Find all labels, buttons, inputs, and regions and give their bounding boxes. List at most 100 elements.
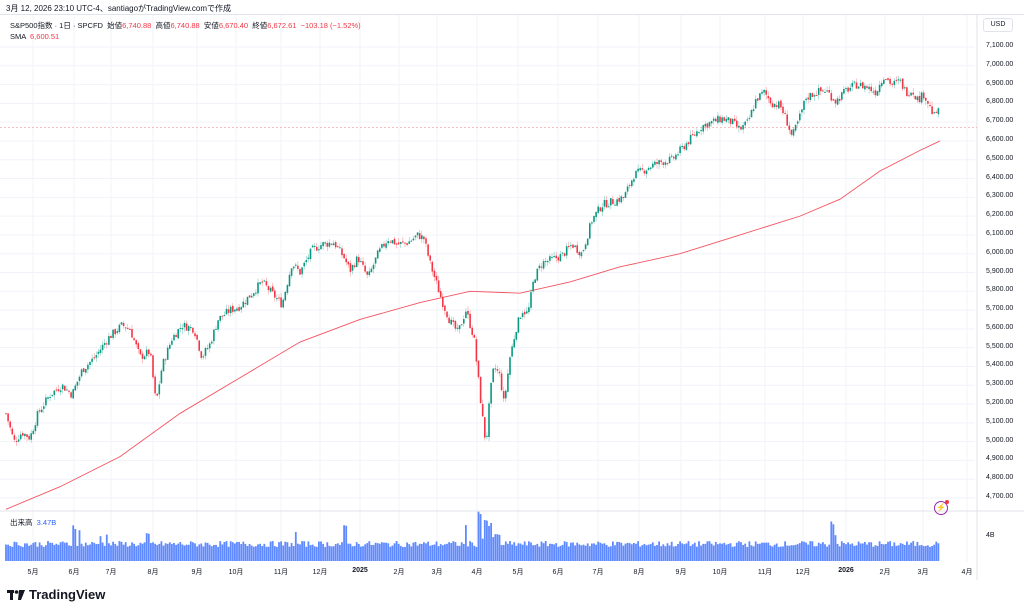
time-tick: 2月 xyxy=(879,569,891,576)
candle-body xyxy=(479,376,482,404)
candle-body xyxy=(442,296,444,307)
volume-label[interactable]: 出来高 xyxy=(10,518,33,527)
candle-body xyxy=(463,319,465,324)
volume-bar xyxy=(80,543,83,561)
price-tick: 6,600.00 xyxy=(986,135,1014,143)
volume-bar xyxy=(412,542,415,561)
volume-bar xyxy=(221,544,224,561)
candle-body xyxy=(704,123,707,127)
candle-body xyxy=(652,163,654,168)
volume-bar xyxy=(931,545,933,561)
volume-bar xyxy=(656,545,658,561)
price-tick: 7,000.00 xyxy=(986,60,1014,68)
candle-body xyxy=(229,306,232,314)
volume-bar xyxy=(30,544,33,561)
tradingview-logo[interactable]: TradingView xyxy=(7,587,105,602)
candle-body xyxy=(303,262,305,267)
candle-body xyxy=(752,109,755,111)
volume-bar xyxy=(454,542,457,561)
volume-bar xyxy=(603,543,606,561)
volume-bar xyxy=(95,544,98,561)
volume-bar xyxy=(723,542,726,561)
candle-body xyxy=(36,411,39,426)
volume-bar xyxy=(431,545,434,561)
candle-body xyxy=(799,113,801,121)
candle-body xyxy=(586,238,589,246)
volume-bar xyxy=(565,542,568,561)
volume-bar xyxy=(120,541,123,561)
candle-body xyxy=(820,87,822,92)
volume-bar xyxy=(872,546,875,561)
candle-body xyxy=(838,99,841,101)
candle-body xyxy=(853,81,856,83)
volume-bar xyxy=(236,541,238,561)
volume-bar xyxy=(773,544,776,561)
candle-body xyxy=(551,256,553,258)
volume-bar xyxy=(666,543,669,561)
volume-bar xyxy=(733,546,736,561)
candle-body xyxy=(318,249,320,251)
candle-body xyxy=(910,92,912,96)
candle-body xyxy=(353,265,356,268)
volume-bar xyxy=(362,546,364,561)
candle-body xyxy=(801,109,803,113)
sma-value: 6,600.51 xyxy=(30,32,60,41)
tradingview-logo-icon xyxy=(7,589,25,600)
candle-body xyxy=(91,358,93,362)
candle-body xyxy=(70,392,72,398)
volume-bar xyxy=(408,544,411,561)
volume-bar xyxy=(17,545,20,561)
volume-bar xyxy=(683,544,686,561)
volume-bar xyxy=(717,544,719,561)
volume-bar xyxy=(843,543,845,561)
volume-bar xyxy=(213,544,215,561)
volume-bar xyxy=(269,541,272,561)
candle-body xyxy=(857,86,860,89)
sma-label[interactable]: SMA xyxy=(10,32,26,41)
candle-body xyxy=(754,99,757,109)
candle-body xyxy=(330,243,333,245)
volume-bar xyxy=(824,544,826,561)
volume-bar xyxy=(441,545,444,561)
candle-body xyxy=(668,156,671,164)
volume-bar xyxy=(880,543,883,561)
candle-body xyxy=(135,340,137,345)
time-tick: 9月 xyxy=(191,569,203,576)
candle-body xyxy=(834,99,837,104)
flash-icon[interactable]: ⚡ xyxy=(934,500,949,515)
volume-bar xyxy=(903,544,906,561)
volume-bar xyxy=(456,545,459,561)
candle-body xyxy=(345,258,347,263)
candle-body xyxy=(106,343,108,345)
volume-bar xyxy=(918,545,921,561)
candle-body xyxy=(887,78,889,80)
candle-body xyxy=(922,92,925,99)
volume-bar xyxy=(223,542,226,561)
candle-body xyxy=(301,267,303,275)
candle-body xyxy=(622,196,625,198)
candle-body xyxy=(355,256,358,267)
volume-bar xyxy=(477,511,480,561)
candle-body xyxy=(68,390,70,392)
symbol-title[interactable]: S&P500指数 · 1日 · SPCFD xyxy=(10,21,103,30)
currency-button[interactable]: USD xyxy=(983,18,1013,32)
volume-bar xyxy=(765,542,768,561)
candle-body xyxy=(389,241,392,243)
time-tick: 8月 xyxy=(147,569,159,576)
volume-axis-tick: 4B xyxy=(986,532,995,539)
volume-bar xyxy=(851,543,854,561)
volume-bar xyxy=(916,541,919,561)
candle-body xyxy=(708,122,711,127)
candle-body xyxy=(862,82,864,89)
volume-bar xyxy=(303,541,306,561)
price-tick: 5,500.00 xyxy=(986,342,1014,350)
candle-body xyxy=(47,397,49,399)
time-tick: 9月 xyxy=(675,569,687,576)
candle-body xyxy=(731,118,734,125)
series-legend: S&P500指数 · 1日 · SPCFD 始値6,740.88 高値6,740… xyxy=(10,21,361,41)
volume-bar xyxy=(255,546,257,561)
candle-body xyxy=(402,241,404,243)
candle-body xyxy=(255,292,257,294)
candle-body xyxy=(738,125,740,128)
